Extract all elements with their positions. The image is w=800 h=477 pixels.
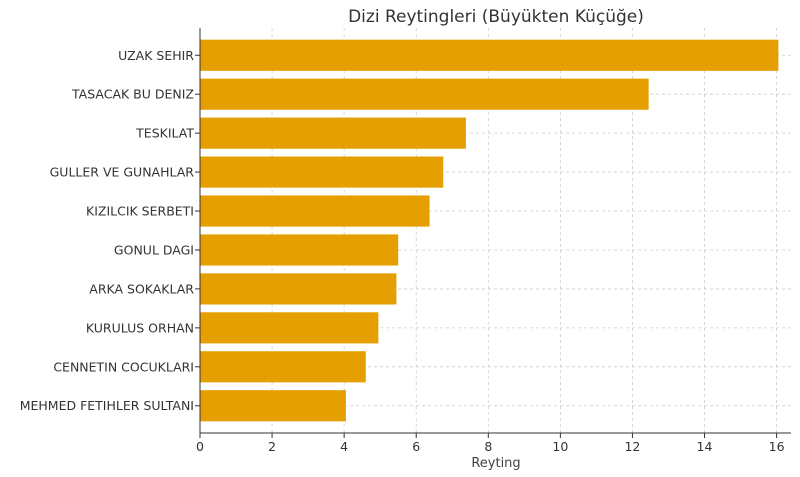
chart-title: Dizi Reytingleri (Büyükten Küçüğe) bbox=[348, 7, 644, 27]
bar bbox=[200, 117, 466, 149]
x-tick-label: 14 bbox=[697, 439, 713, 454]
x-axis-label: Reyting bbox=[471, 456, 520, 471]
bar bbox=[200, 273, 397, 305]
x-tick-label: 16 bbox=[769, 439, 785, 454]
y-tick-label: TASACAK BU DENIZ bbox=[71, 87, 194, 102]
bars bbox=[200, 39, 779, 422]
bar bbox=[200, 78, 649, 110]
bar bbox=[200, 156, 444, 188]
bar bbox=[200, 234, 399, 266]
x-tick-label: 0 bbox=[196, 439, 204, 454]
y-tick-label: MEHMED FETIHLER SULTANI bbox=[20, 398, 194, 413]
y-tick-label: UZAK SEHIR bbox=[118, 48, 194, 63]
x-axis-ticks: 0 2 4 6 8 10 12 14 16 bbox=[196, 433, 785, 454]
y-axis-ticks: UZAK SEHIR TASACAK BU DENIZ TESKILAT GULLER… bbox=[20, 48, 200, 413]
x-tick-label: 6 bbox=[412, 439, 420, 454]
y-tick-label: GULLER VE GUNAHLAR bbox=[50, 165, 195, 180]
x-tick-label: 2 bbox=[268, 439, 276, 454]
x-tick-label: 12 bbox=[624, 439, 640, 454]
x-tick-label: 10 bbox=[552, 439, 568, 454]
y-tick-label: TESKILAT bbox=[135, 126, 194, 141]
y-tick-label: KURULUS ORHAN bbox=[86, 320, 194, 335]
bar bbox=[200, 195, 430, 227]
bar bbox=[200, 312, 379, 344]
bar bbox=[200, 39, 779, 71]
y-tick-label: CENNETIN COCUKLARI bbox=[53, 359, 194, 374]
bar bbox=[200, 390, 346, 422]
x-tick-label: 4 bbox=[340, 439, 348, 454]
y-tick-label: KIZILCIK SERBETI bbox=[86, 204, 194, 219]
y-tick-label: ARKA SOKAKLAR bbox=[89, 281, 194, 296]
x-tick-label: 8 bbox=[484, 439, 492, 454]
bar bbox=[200, 351, 366, 383]
y-tick-label: GONUL DAGI bbox=[114, 242, 194, 257]
